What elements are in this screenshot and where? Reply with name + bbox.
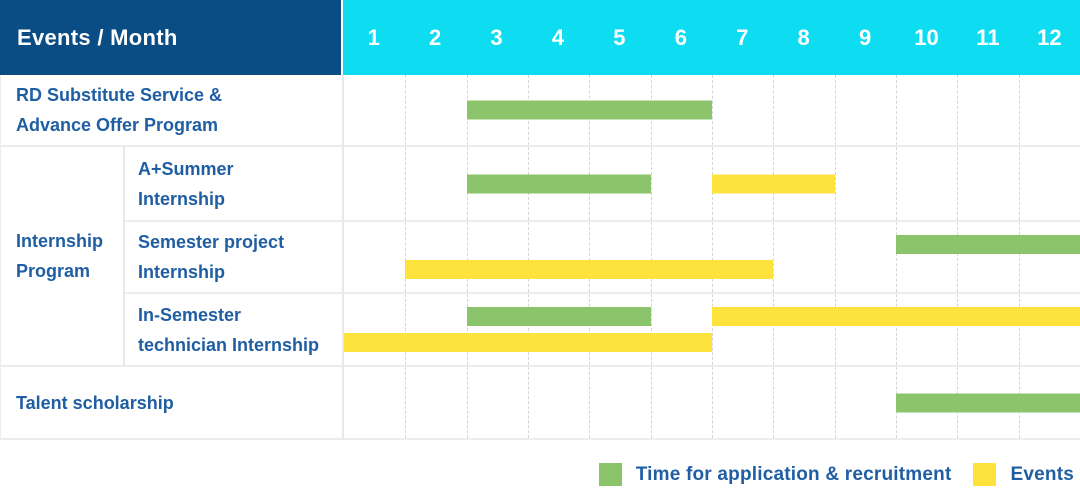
row-label-in-semester-technician-internship: In-Semester technician Internship xyxy=(125,294,344,367)
row-label-rd-substitute-service: RD Substitute Service & Advance Offer Pr… xyxy=(1,75,344,147)
month-gridline xyxy=(896,147,897,220)
month-label: 4 xyxy=(551,24,565,50)
table-body: RD Substitute Service & Advance Offer Pr… xyxy=(0,75,1080,440)
month-gridline xyxy=(405,222,407,292)
legend-item-application-recruitment: Time for application & recruitment xyxy=(598,463,952,486)
month-gridline xyxy=(1018,75,1020,145)
header-title-cell: Events / Month xyxy=(0,0,341,75)
month-gridline xyxy=(650,367,652,438)
month-label: 3 xyxy=(490,24,503,50)
month-label: 10 xyxy=(914,24,939,50)
month-gridline xyxy=(466,367,468,438)
month-gridline xyxy=(834,294,836,365)
month-gridline xyxy=(773,367,775,438)
month-gridline xyxy=(1018,294,1020,365)
month-label: 12 xyxy=(1037,24,1062,50)
legend-label-events: Events xyxy=(1010,463,1074,485)
month-gridline xyxy=(589,367,591,438)
month-gridline xyxy=(773,294,775,365)
header-title: Events / Month xyxy=(17,24,178,50)
group-label-internship-program: Internship Program xyxy=(1,147,125,367)
month-header-row: 1 2 3 4 5 6 7 8 9 10 11 12 xyxy=(343,0,1080,75)
legend-swatch-green-icon xyxy=(598,463,622,486)
month-gridline xyxy=(834,147,836,220)
bar-application-recruitment xyxy=(896,393,1080,412)
chart-row-3 xyxy=(344,294,1080,367)
month-gridline xyxy=(773,222,775,292)
month-gridline xyxy=(1018,147,1020,220)
bar-application-recruitment xyxy=(466,307,651,326)
row-label-semester-project-internship: Semester project Internship xyxy=(125,222,344,294)
month-gridline xyxy=(650,147,652,220)
month-gridline xyxy=(650,222,652,292)
month-label: 9 xyxy=(858,24,872,50)
month-gridline xyxy=(712,367,713,438)
month-gridline xyxy=(405,294,407,365)
month-gridline xyxy=(712,222,713,292)
month-gridline xyxy=(957,222,959,292)
month-gridline xyxy=(1018,222,1020,292)
bar-event xyxy=(712,174,835,193)
month-gridline xyxy=(896,294,897,365)
legend-item-events: Events xyxy=(973,463,1074,486)
month-label: 8 xyxy=(797,24,810,50)
month-gridline xyxy=(650,294,652,365)
row-label-talent-scholarship: Talent scholarship xyxy=(1,367,344,440)
bar-application-recruitment xyxy=(466,100,712,120)
month-gridline xyxy=(773,75,775,145)
month-gridline xyxy=(405,75,407,145)
month-label: 5 xyxy=(613,24,626,50)
month-gridline xyxy=(405,367,407,438)
month-gridline xyxy=(712,75,713,145)
table-header: Events / Month 1 2 3 4 5 6 7 8 9 10 11 12 xyxy=(0,0,1080,75)
chart-row-1 xyxy=(344,147,1080,222)
month-label: 11 xyxy=(976,24,1000,50)
month-gridline xyxy=(589,222,591,292)
bar-event xyxy=(712,307,1080,326)
month-gridline xyxy=(896,75,897,145)
bar-application-recruitment xyxy=(466,174,651,193)
chart-row-4 xyxy=(344,367,1080,440)
month-label: 2 xyxy=(429,24,442,50)
month-gridline xyxy=(405,147,407,220)
month-label: 6 xyxy=(674,24,687,50)
month-gridline xyxy=(957,75,959,145)
month-gridline xyxy=(712,294,713,365)
month-gridline xyxy=(896,222,897,292)
bar-event xyxy=(405,260,774,279)
bar-application-recruitment xyxy=(896,235,1080,254)
month-gridline xyxy=(834,367,836,438)
month-gridline xyxy=(528,294,529,365)
month-gridline xyxy=(528,367,529,438)
bar-event xyxy=(344,333,712,352)
month-gridline xyxy=(589,294,591,365)
month-gridline xyxy=(466,294,468,365)
month-label: 7 xyxy=(736,24,749,50)
month-gridline xyxy=(466,222,468,292)
month-gridline xyxy=(834,75,836,145)
month-label: 1 xyxy=(367,24,380,50)
month-gridline xyxy=(528,222,529,292)
legend-swatch-yellow-icon xyxy=(973,463,997,486)
month-gridline xyxy=(957,294,959,365)
row-label-a-plus-summer-internship: A+Summer Internship xyxy=(125,147,344,222)
legend: Time for application & recruitment Event… xyxy=(0,440,1080,494)
legend-label-application-recruitment: Time for application & recruitment xyxy=(635,463,952,485)
chart-row-2 xyxy=(344,222,1080,294)
month-gridline xyxy=(957,147,959,220)
chart-row-0 xyxy=(344,75,1080,147)
month-gridline xyxy=(834,222,836,292)
